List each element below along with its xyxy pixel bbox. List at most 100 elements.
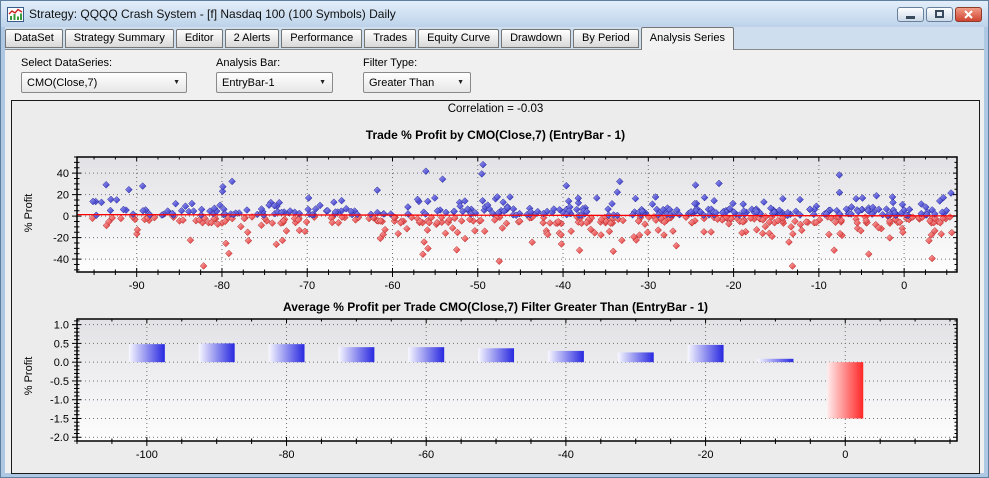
bar-positive — [478, 348, 515, 363]
data-point — [853, 219, 862, 227]
data-point — [544, 230, 552, 239]
data-point — [133, 226, 142, 234]
data-point — [835, 171, 844, 179]
bar-y-axis-label: % Profit — [23, 356, 35, 396]
data-point — [672, 241, 681, 250]
data-point — [478, 170, 486, 178]
data-point — [480, 227, 489, 235]
data-point — [102, 181, 110, 189]
tick-labels: -90 -80 -70 -60 -50 -40 -30 -20 -10 0 -40 -20 0 20 40 — [53, 168, 907, 292]
tab-analysis-series[interactable]: Analysis Series — [640, 27, 734, 50]
data-point — [752, 226, 761, 234]
data-point — [282, 227, 291, 235]
data-point — [796, 211, 804, 219]
data-point — [221, 210, 229, 218]
data-point — [761, 222, 770, 231]
data-point — [836, 229, 844, 238]
data-point — [213, 220, 222, 228]
bar-negative — [827, 362, 864, 419]
data-point — [396, 219, 405, 227]
data-point — [125, 185, 133, 194]
data-point — [688, 218, 696, 227]
data-point — [179, 216, 187, 224]
data-point — [453, 228, 462, 237]
data-point — [279, 217, 288, 225]
filter-type-value: Greater Than — [369, 76, 435, 89]
filter-type-dropdown[interactable]: Greater Than ▼ — [363, 72, 471, 93]
data-point — [597, 215, 606, 224]
analysis-bar-dropdown[interactable]: EntryBar-1 ▼ — [216, 72, 333, 93]
tick-labels: -100 -80 -60 -40 -20 0 1.0 0.5 0.0 -0.5 -1.0 -1.5 -2… — [50, 320, 848, 461]
tab-strategy-summary[interactable]: Strategy Summary — [64, 29, 174, 48]
tab-editor[interactable]: Editor — [175, 29, 223, 48]
data-point — [739, 218, 747, 226]
data-point — [889, 198, 897, 207]
data-point — [648, 200, 657, 208]
data-point — [328, 218, 336, 227]
data-point — [759, 216, 767, 224]
data-point — [302, 218, 311, 226]
data-point — [692, 207, 700, 215]
chevron-down-icon: ▼ — [319, 79, 326, 86]
data-point — [228, 177, 236, 186]
scatter-chart-title: Trade % Profit by CMO(Close,7) (EntryBar… — [365, 128, 626, 142]
scatter-y-axis-label: % Profit — [23, 193, 35, 233]
data-point — [554, 217, 563, 226]
data-point — [862, 216, 870, 225]
data-point — [438, 175, 447, 183]
data-point — [852, 194, 860, 203]
data-point — [739, 200, 747, 208]
data-point — [150, 213, 159, 222]
data-point — [707, 228, 715, 236]
data-point — [394, 229, 402, 238]
tab-drawdown[interactable]: Drawdown — [501, 29, 572, 48]
svg-text:-70: -70 — [299, 280, 315, 292]
data-point — [755, 214, 764, 223]
correlation-label: Correlation = -0.03 — [447, 103, 544, 115]
svg-text:0: 0 — [63, 211, 69, 223]
minimize-icon — [906, 15, 915, 19]
data-point — [896, 218, 904, 227]
svg-text:40: 40 — [57, 168, 69, 180]
data-point — [376, 217, 385, 225]
bars — [128, 343, 864, 419]
data-point — [789, 230, 797, 238]
tab-dataset[interactable]: DataSet — [5, 29, 63, 48]
tab-performance[interactable]: Performance — [281, 29, 363, 48]
window-title: Strategy: QQQQ Crash System - [f] Nasdaq… — [29, 7, 396, 21]
minimize-button[interactable] — [897, 6, 924, 22]
data-point — [812, 218, 820, 227]
data-point — [441, 229, 450, 238]
data-point — [407, 213, 416, 222]
data-point — [931, 214, 939, 223]
data-point — [746, 214, 755, 222]
app-icon — [7, 6, 24, 22]
data-point — [885, 217, 894, 225]
data-point — [654, 211, 663, 219]
data-point — [373, 186, 382, 194]
svg-text:-10: -10 — [811, 280, 827, 292]
svg-text:-1.5: -1.5 — [50, 413, 69, 425]
svg-text:-20: -20 — [726, 280, 742, 292]
data-point — [272, 240, 281, 249]
data-point — [857, 226, 865, 235]
data-point — [659, 205, 667, 214]
bar-positive — [268, 344, 305, 363]
data-point — [423, 226, 432, 234]
tab-2-alerts[interactable]: 2 Alerts — [224, 29, 280, 48]
bar-positive — [547, 350, 584, 363]
data-point — [669, 227, 677, 235]
tab-trades[interactable]: Trades — [364, 29, 417, 48]
close-button[interactable] — [955, 6, 982, 22]
svg-text:-80: -80 — [279, 449, 295, 461]
tab-equity-curve[interactable]: Equity Curve — [418, 29, 500, 48]
data-point — [947, 189, 955, 197]
dataseries-dropdown[interactable]: CMO(Close,7) ▼ — [21, 72, 187, 93]
maximize-button[interactable] — [926, 6, 953, 22]
svg-text:-30: -30 — [640, 280, 656, 292]
analysis-bar-value: EntryBar-1 — [222, 76, 275, 89]
data-point — [574, 194, 583, 202]
tab-by-period[interactable]: By Period — [573, 29, 639, 48]
data-point — [939, 193, 948, 202]
